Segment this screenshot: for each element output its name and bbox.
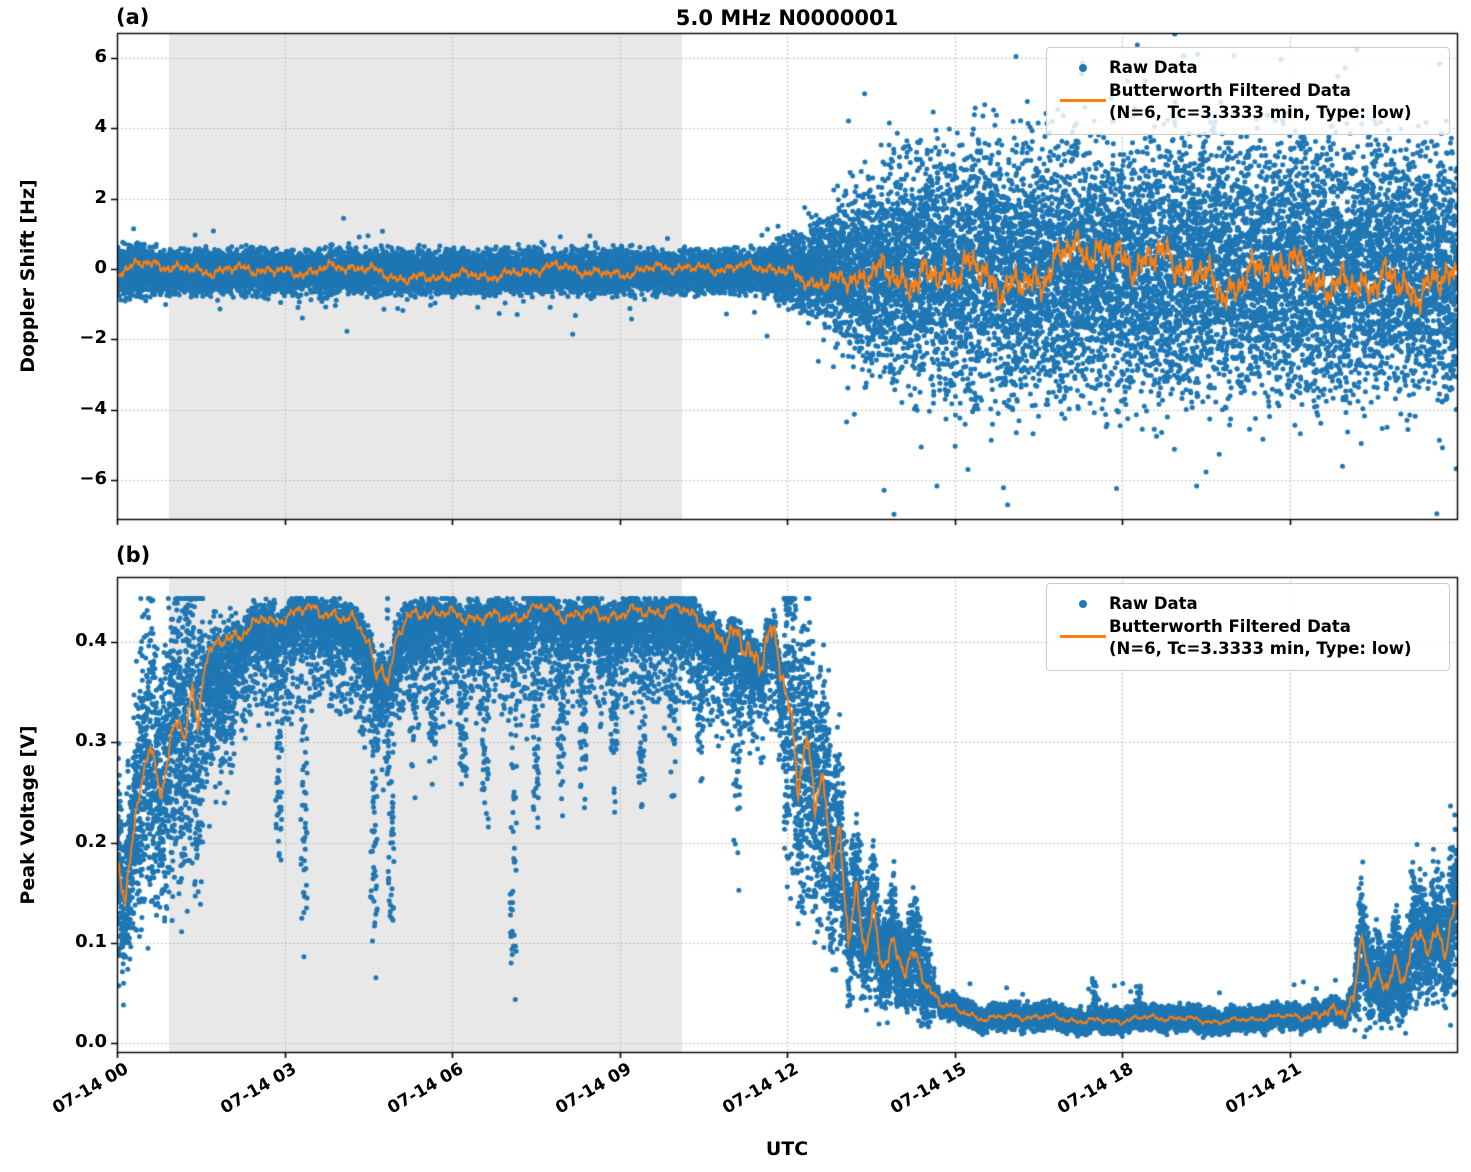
legend-filtered-row: Butterworth Filtered Data (N=6, Tc=3.333… bbox=[1057, 80, 1439, 123]
y-tick-label-b-0.4: 0.4 bbox=[75, 630, 107, 652]
legend-raw-label: Raw Data bbox=[1109, 58, 1198, 77]
raw-data-marker-icon bbox=[1079, 599, 1087, 608]
y-tick-label-a-−2: −2 bbox=[79, 327, 107, 349]
legend-filtered-row: Butterworth Filtered Data (N=6, Tc=3.333… bbox=[1057, 616, 1439, 659]
chart-title: 5.0 MHz N0000001 bbox=[675, 6, 899, 30]
y-axis-label-b: Peak Voltage [V] bbox=[17, 725, 39, 905]
y-tick-label-a-−6: −6 bbox=[79, 468, 107, 490]
legend-filtered-sublabel: (N=6, Tc=3.3333 min, Type: low) bbox=[1109, 638, 1412, 658]
y-tick-label-b-0.3: 0.3 bbox=[75, 730, 107, 752]
y-tick-label-b-0.2: 0.2 bbox=[75, 830, 107, 852]
panel-a-label: (a) bbox=[116, 5, 150, 29]
legend-raw-label: Raw Data bbox=[1109, 594, 1198, 613]
legend-raw-row: Raw Data bbox=[1057, 57, 1439, 78]
filtered-line-swatch-icon bbox=[1060, 635, 1106, 639]
raw-data-marker-icon bbox=[1079, 63, 1087, 72]
legend-a: Raw Data Butterworth Filtered Data (N=6,… bbox=[1046, 47, 1450, 136]
legend-filtered-label: Butterworth Filtered Data bbox=[1109, 617, 1351, 637]
legend-filtered-sublabel: (N=6, Tc=3.3333 min, Type: low) bbox=[1109, 102, 1412, 122]
y-tick-label-a-−4: −4 bbox=[79, 397, 107, 419]
legend-filtered-label: Butterworth Filtered Data bbox=[1109, 81, 1351, 101]
y-tick-label-a-4: 4 bbox=[94, 116, 107, 138]
y-axis-label-a: Doppler Shift [Hz] bbox=[17, 179, 39, 373]
y-tick-label-a-0: 0 bbox=[94, 256, 107, 278]
y-tick-label-a-2: 2 bbox=[94, 186, 107, 208]
y-tick-label-b-0.0: 0.0 bbox=[75, 1030, 107, 1052]
legend-b: Raw Data Butterworth Filtered Data (N=6,… bbox=[1046, 583, 1450, 672]
panel-b-label: (b) bbox=[116, 543, 151, 567]
y-tick-label-b-0.1: 0.1 bbox=[75, 930, 107, 952]
filtered-line-swatch-icon bbox=[1060, 99, 1106, 103]
y-tick-label-a-6: 6 bbox=[94, 45, 107, 67]
x-axis-label: UTC bbox=[765, 1138, 809, 1160]
legend-raw-row: Raw Data bbox=[1057, 593, 1439, 614]
